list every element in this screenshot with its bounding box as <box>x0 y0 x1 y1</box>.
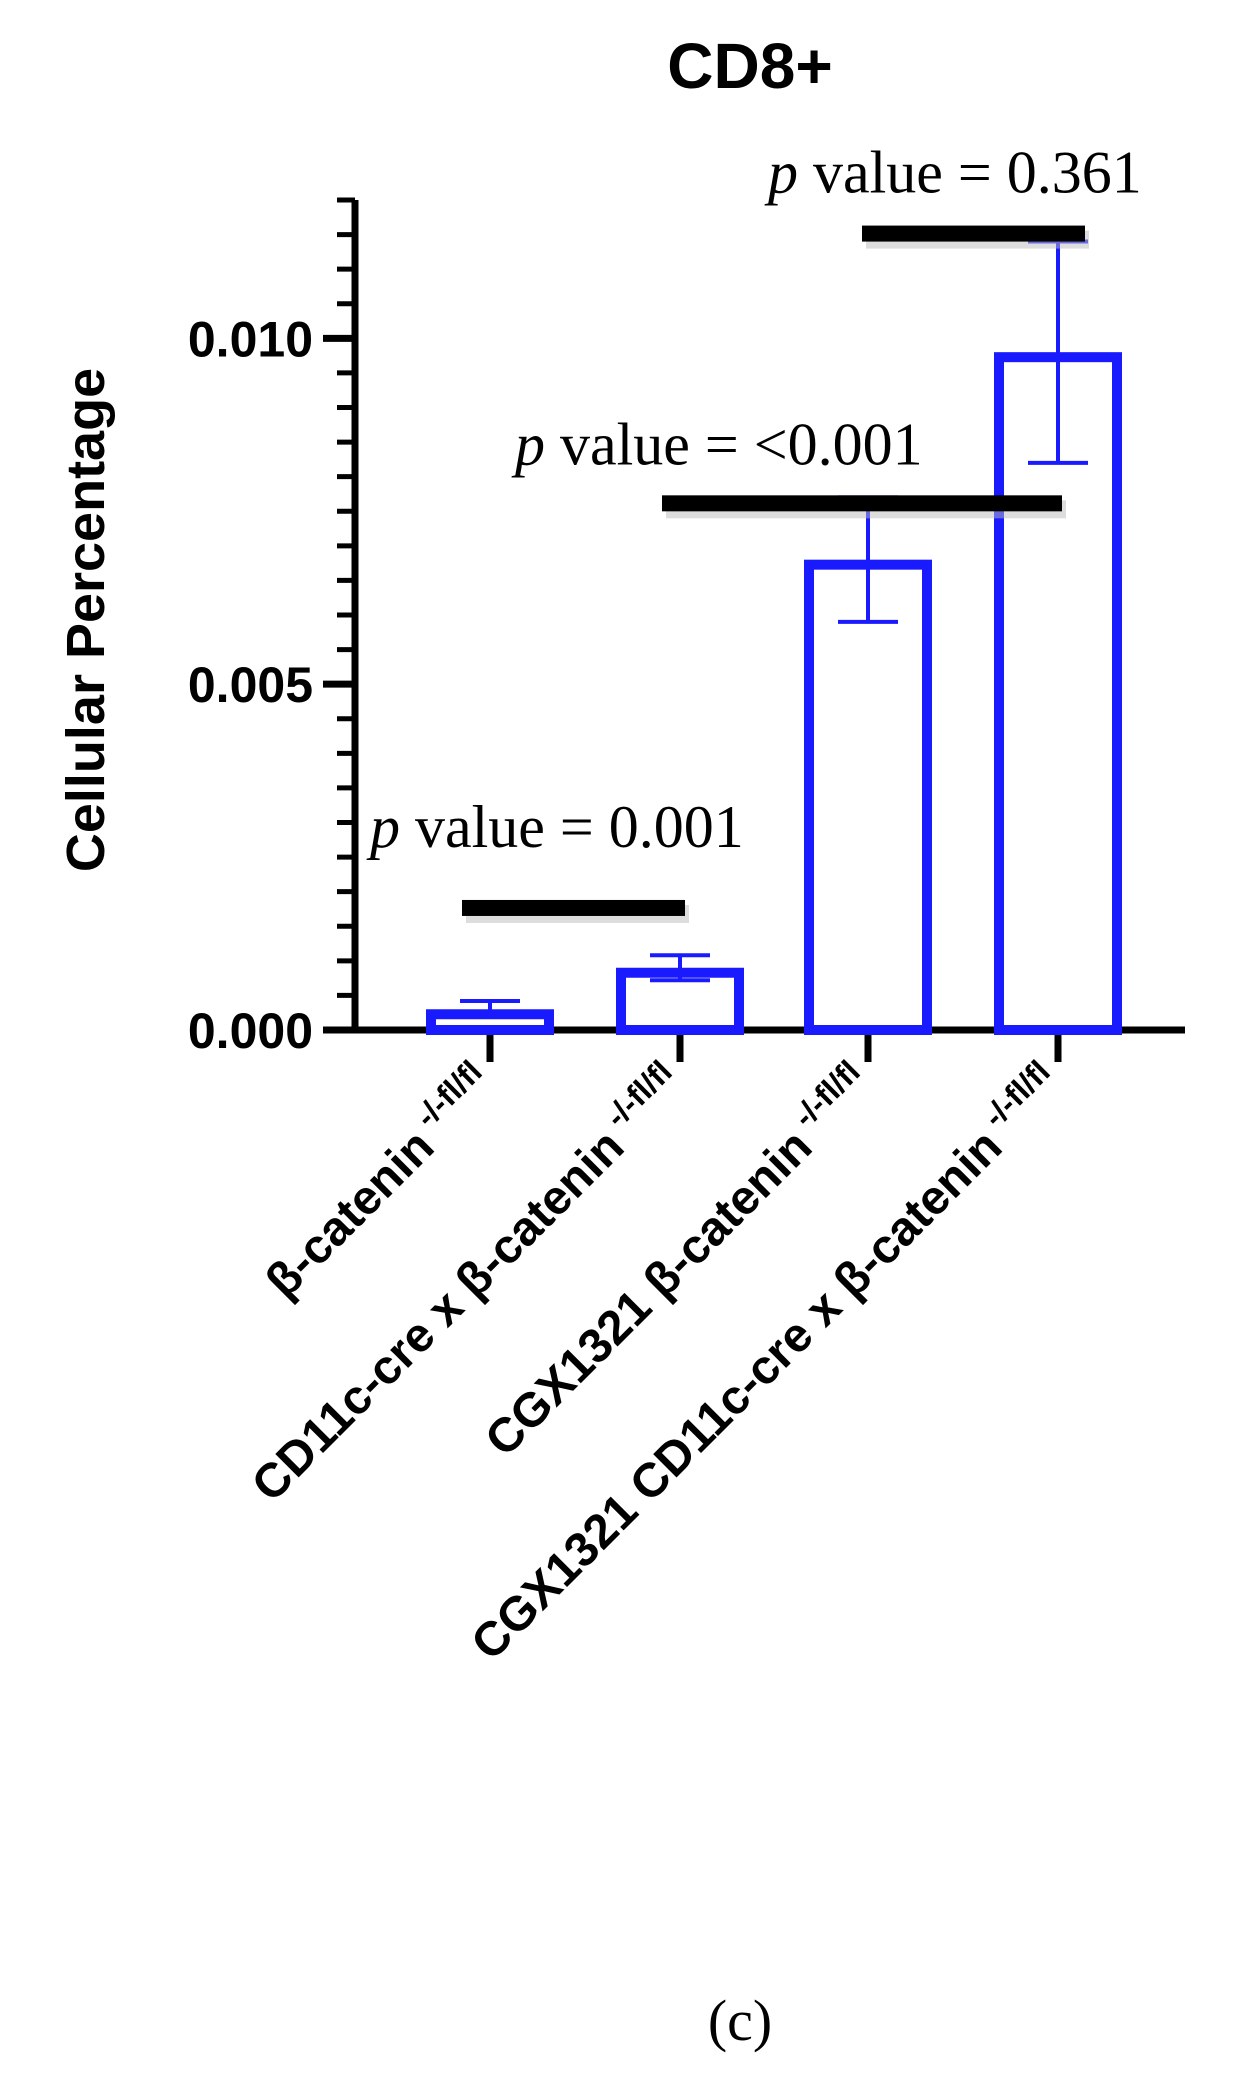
y-axis-label: Cellular Percentage <box>56 368 116 872</box>
significance-bar <box>462 899 685 916</box>
p-value-label: p value = <0.001 <box>511 411 923 477</box>
panel-label: (c) <box>708 1988 772 2053</box>
axes: 0.000 0.005 0.010 <box>188 197 1185 1062</box>
significance-bar <box>862 225 1085 242</box>
comparisons: p value = 0.001 p value = <0.001 p value =… <box>366 140 1142 923</box>
p-value-label: p value = 0.361 <box>764 140 1142 206</box>
y-tick-label: 0.000 <box>188 1003 313 1059</box>
p-value-label: p value = 0.001 <box>366 794 744 860</box>
significance-bar <box>662 495 1062 512</box>
bar <box>804 559 932 1036</box>
y-tick-label: 0.010 <box>188 311 313 367</box>
y-tick-label: 0.005 <box>188 657 313 713</box>
x-tick-label: CGX1321 β-catenin -/-fl/fl <box>470 1053 883 1466</box>
chart-title: CD8+ <box>667 30 832 102</box>
